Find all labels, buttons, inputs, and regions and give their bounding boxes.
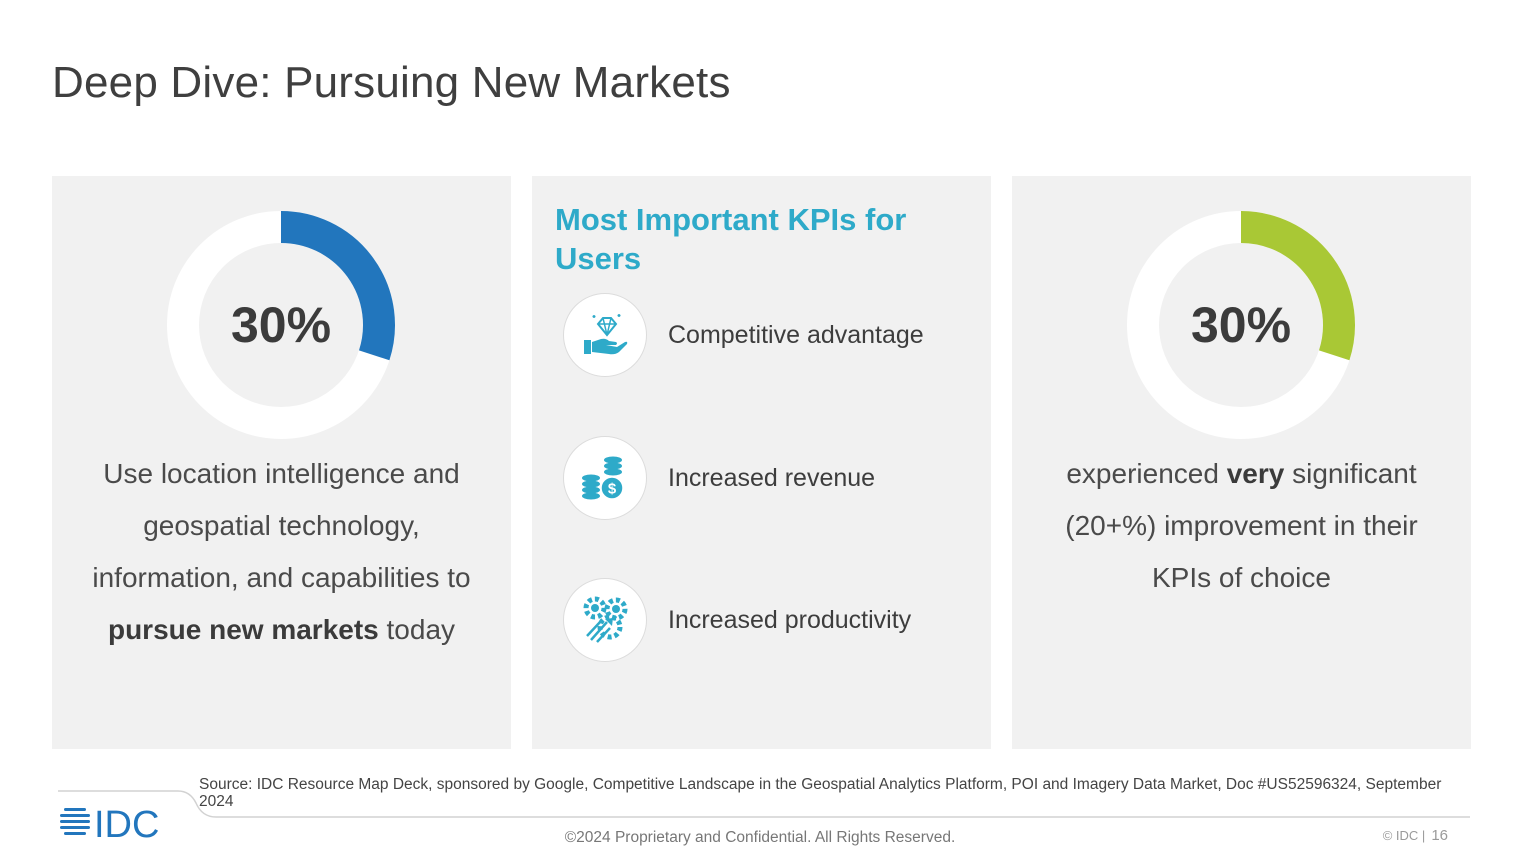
donut-arc-fill bbox=[1240, 211, 1355, 361]
kpi-item: $ Increased revenue bbox=[563, 436, 973, 522]
brand-mark: © IDC | bbox=[1382, 828, 1426, 843]
logo-text: IDC bbox=[94, 804, 159, 842]
new-markets-description: Use location intelligence and geospatial… bbox=[70, 448, 493, 656]
new-markets-panel: 30% Use location intelligence and geospa… bbox=[52, 176, 511, 749]
kpi-improvement-description: experienced very significant (20+%) impr… bbox=[1042, 448, 1441, 604]
description-bold: pursue new markets bbox=[107, 614, 379, 645]
kpi-item: Increased productivity bbox=[563, 578, 973, 664]
page-reference: © IDC | 16 bbox=[1383, 827, 1448, 844]
description-text: Use location intelligence and geospatial… bbox=[92, 458, 471, 593]
coins-dollar-icon: $ bbox=[563, 436, 647, 520]
copyright-notice: ©2024 Proprietary and Confidential. All … bbox=[564, 829, 956, 846]
description-text-end: today bbox=[378, 614, 456, 645]
kpi-label: Increased revenue bbox=[668, 463, 876, 492]
kpi-improvement-percent: 30% bbox=[1190, 297, 1292, 353]
kpi-label: Competitive advantage bbox=[668, 320, 924, 349]
svg-text:$: $ bbox=[608, 481, 617, 498]
page-title: Deep Dive: Pursuing New Markets bbox=[52, 58, 731, 107]
kpi-heading: Most Important KPIs for Users bbox=[555, 202, 907, 276]
kpi-improvement-donut bbox=[1127, 211, 1355, 439]
page-number: 16 bbox=[1431, 827, 1448, 844]
new-markets-percent: 30% bbox=[230, 297, 332, 353]
idc-logo: IDC bbox=[58, 800, 174, 846]
kpi-label: Increased productivity bbox=[668, 605, 912, 634]
source-citation: Source: IDC Resource Map Deck, sponsored… bbox=[199, 776, 1442, 810]
kpi-item: Competitive advantage bbox=[563, 293, 973, 379]
description-text-end: significant (20+%) improvement in their … bbox=[1065, 458, 1418, 593]
description-bold: very bbox=[1226, 458, 1285, 489]
kpi-panel: Most Important KPIs for Users Competitiv… bbox=[532, 176, 991, 749]
donut-arc-fill bbox=[280, 211, 395, 361]
footer-divider bbox=[58, 790, 1470, 818]
kpi-improvement-panel: 30% experienced very significant (20+%) … bbox=[1012, 176, 1471, 749]
hand-diamond-icon bbox=[563, 293, 647, 377]
description-text: experienced bbox=[1066, 458, 1227, 489]
gears-rocket-icon bbox=[563, 578, 647, 662]
new-markets-donut bbox=[167, 211, 395, 439]
